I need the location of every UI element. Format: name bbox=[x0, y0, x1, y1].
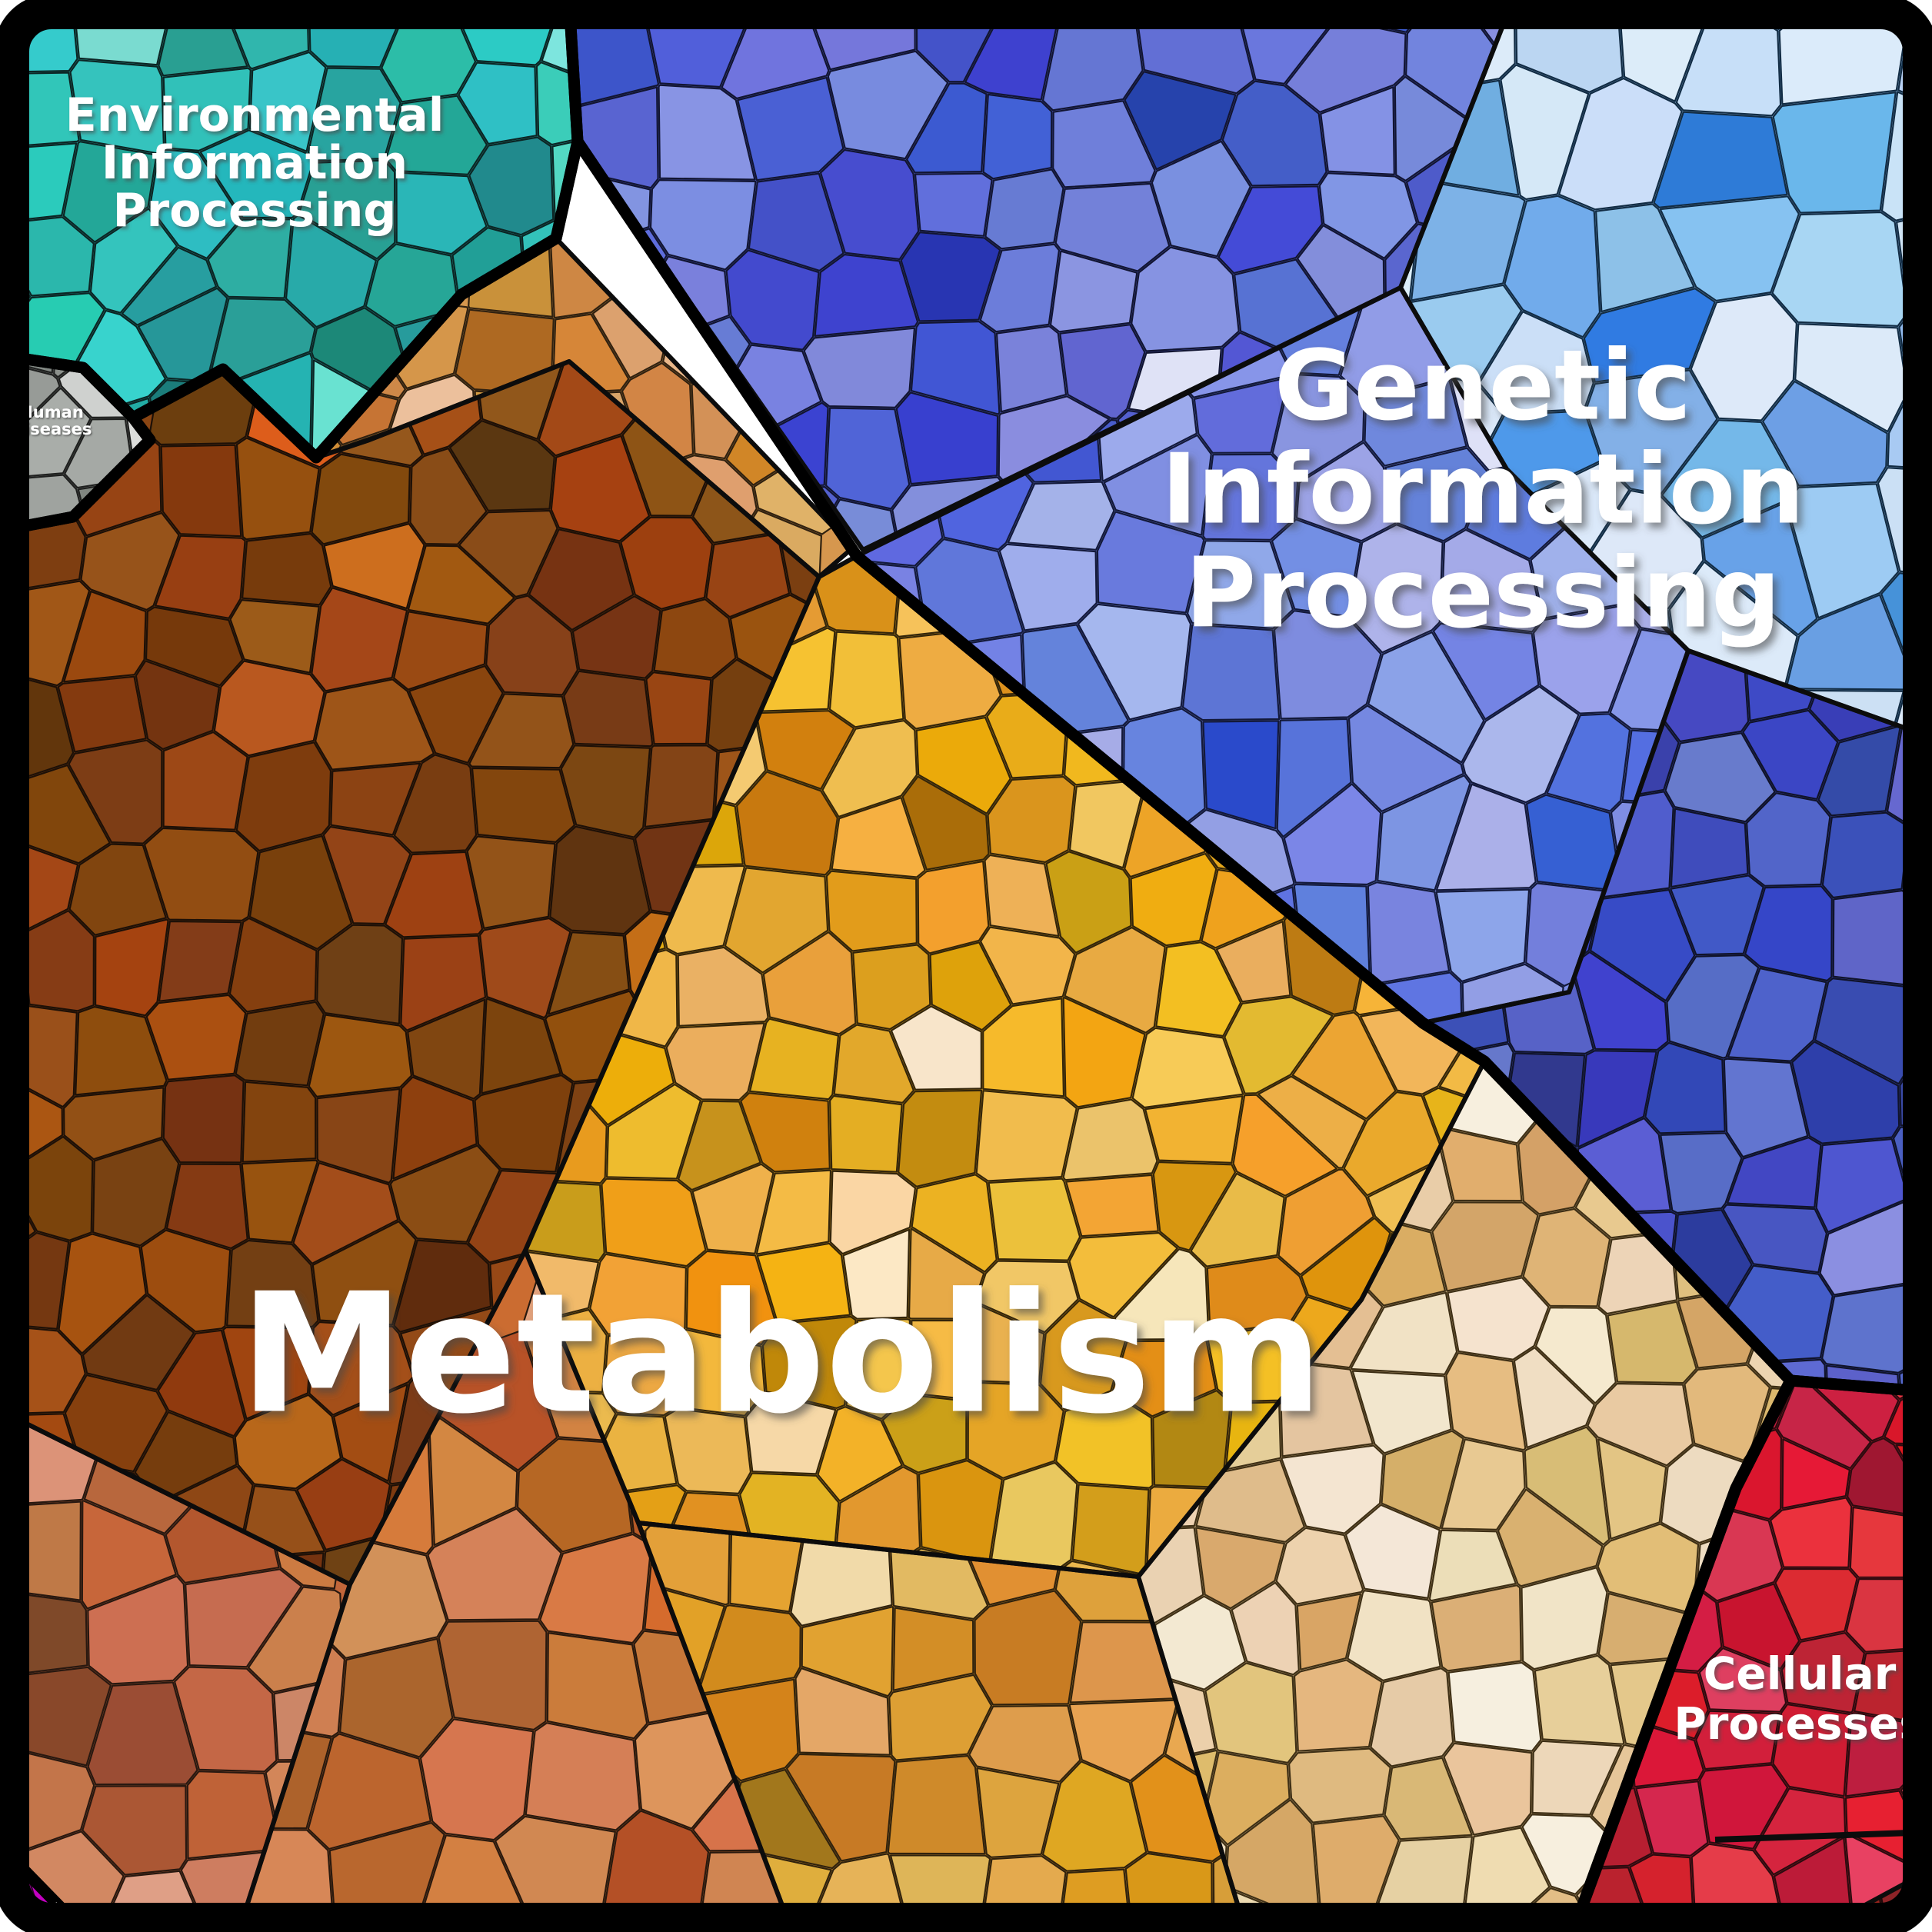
label-line: Cellular bbox=[1704, 1647, 1897, 1700]
label-metabolism: Metabolism bbox=[240, 1257, 1324, 1451]
category-labels: EnvironmentalInformationProcessingHumanD… bbox=[12, 88, 1926, 1909]
label-line: Human bbox=[19, 403, 84, 421]
label-line: Processing bbox=[1185, 537, 1780, 650]
label-line: Information bbox=[102, 136, 408, 190]
region-cp-red[interactable] bbox=[1565, 1285, 1932, 1932]
category-border-cellular-processes bbox=[1567, 1374, 1909, 1909]
subregion-border-cp-maroon bbox=[1813, 1867, 1909, 1909]
region-gip-pale[interactable] bbox=[1301, 0, 1932, 798]
border-cp-red-split bbox=[1714, 1829, 1909, 1843]
label-line: Metabolism bbox=[240, 1257, 1324, 1451]
region-met-gold[interactable] bbox=[427, 485, 1548, 1647]
label-line: Processes bbox=[1674, 1697, 1926, 1750]
subregion-border-met-orange bbox=[23, 1408, 352, 1909]
label-line: Environmental bbox=[65, 88, 445, 142]
label-line: Genetic bbox=[1274, 329, 1691, 442]
label-line: Processing bbox=[113, 184, 397, 238]
category-border-organismal-systems bbox=[23, 1863, 91, 1909]
category-border-metabolism bbox=[23, 135, 1797, 1909]
label-line: Diseases bbox=[12, 420, 92, 438]
label-line: Information bbox=[1161, 433, 1804, 546]
mosaic-cells bbox=[525, 556, 1484, 1577]
